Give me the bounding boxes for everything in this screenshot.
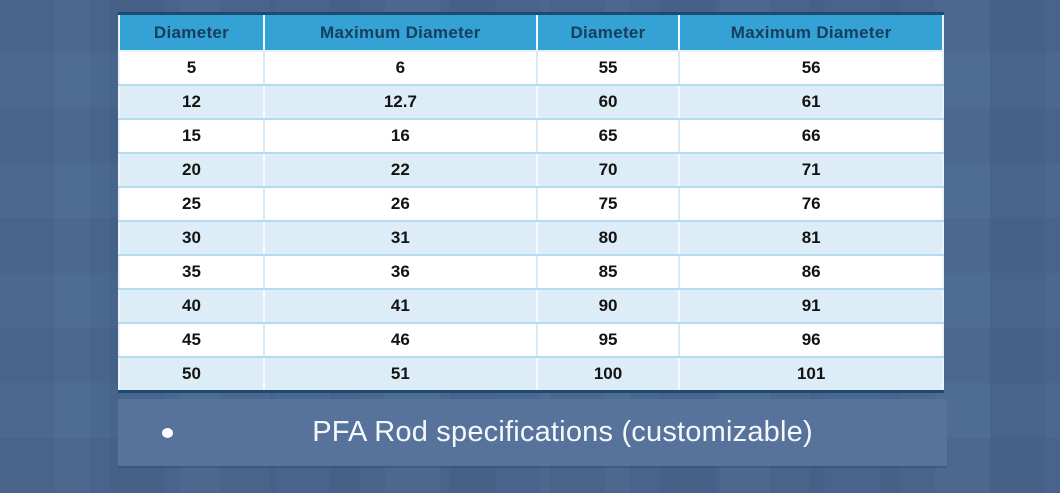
table-cell: 66 bbox=[679, 119, 943, 154]
column-header-max-diameter-1: Maximum Diameter bbox=[264, 13, 538, 52]
table-row: 12 12.7 60 61 bbox=[119, 85, 943, 120]
table-header: Diameter Maximum Diameter Diameter Maxim… bbox=[119, 13, 943, 52]
table-cell: 80 bbox=[536, 221, 681, 256]
table-row: 50 51 100 101 bbox=[119, 357, 943, 392]
table-cell: 51 bbox=[264, 357, 538, 392]
table-cell: 26 bbox=[264, 187, 538, 222]
table-cell: 91 bbox=[679, 289, 943, 324]
table-cell: 71 bbox=[679, 153, 943, 188]
table-body: 5 6 55 56 12 12.7 60 61 15 16 65 66 20 22 70 71 25 26 75 76… bbox=[119, 51, 943, 392]
table-cell: 50 bbox=[119, 357, 266, 392]
table-cell: 81 bbox=[679, 221, 943, 256]
table-cell: 12.7 bbox=[264, 85, 538, 120]
table-row: 35 36 85 86 bbox=[119, 255, 943, 290]
table-row: 20 22 70 71 bbox=[119, 153, 943, 188]
table-row: 25 26 75 76 bbox=[119, 187, 943, 222]
column-header-diameter-2: Diameter bbox=[536, 13, 681, 52]
table-cell: 5 bbox=[119, 51, 266, 86]
spec-table-container: Diameter Maximum Diameter Diameter Maxim… bbox=[118, 12, 944, 393]
table-row: 5 6 55 56 bbox=[119, 51, 943, 86]
table-cell: 20 bbox=[119, 153, 266, 188]
table-row: 30 31 80 81 bbox=[119, 221, 943, 256]
table-cell: 101 bbox=[796, 364, 826, 383]
table-cell: 16 bbox=[264, 119, 538, 154]
caption-banner: PFA Rod specifications (customizable) bbox=[118, 399, 947, 466]
table-cell: 55 bbox=[536, 51, 681, 86]
caption-text: PFA Rod specifications (customizable) bbox=[312, 416, 813, 448]
table-cell: 45 bbox=[119, 323, 266, 358]
table-cell: 56 bbox=[679, 51, 943, 86]
table-row: 40 41 90 91 bbox=[119, 289, 943, 324]
table-cell: 75 bbox=[536, 187, 681, 222]
table-cell: 25 bbox=[119, 187, 266, 222]
table-cell: 22 bbox=[264, 153, 538, 188]
column-header-max-diameter-2: Maximum Diameter bbox=[679, 13, 943, 52]
table-row: 45 46 95 96 bbox=[119, 323, 943, 358]
table-cell: 41 bbox=[264, 289, 538, 324]
table-row: 15 16 65 66 bbox=[119, 119, 943, 154]
table-cell: 100 bbox=[536, 357, 681, 392]
table-cell: 85 bbox=[536, 255, 681, 290]
table-cell: 40 bbox=[119, 289, 266, 324]
table-cell: 15 bbox=[119, 119, 266, 154]
table-cell: 95 bbox=[536, 323, 681, 358]
table-cell: 61 bbox=[679, 85, 943, 120]
table-cell: 30 bbox=[119, 221, 266, 256]
table-cell: 90 bbox=[536, 289, 681, 324]
table-cell: 86 bbox=[679, 255, 943, 290]
table-cell: 31 bbox=[264, 221, 538, 256]
table-cell: 35 bbox=[119, 255, 266, 290]
table-cell: 36 bbox=[264, 255, 538, 290]
table-cell: 6 bbox=[264, 51, 538, 86]
table-cell: 60 bbox=[536, 85, 681, 120]
table-header-row: Diameter Maximum Diameter Diameter Maxim… bbox=[119, 13, 943, 52]
table-cell: 12 bbox=[119, 85, 266, 120]
table-cell: 65 bbox=[536, 119, 681, 154]
table-cell: 76 bbox=[679, 187, 943, 222]
bullet-icon bbox=[162, 427, 173, 438]
table-cell: 96 bbox=[679, 323, 943, 358]
spec-table: Diameter Maximum Diameter Diameter Maxim… bbox=[118, 12, 944, 393]
column-header-diameter-1: Diameter bbox=[119, 13, 266, 52]
table-cell: 70 bbox=[536, 153, 681, 188]
table-cell: 46 bbox=[264, 323, 538, 358]
